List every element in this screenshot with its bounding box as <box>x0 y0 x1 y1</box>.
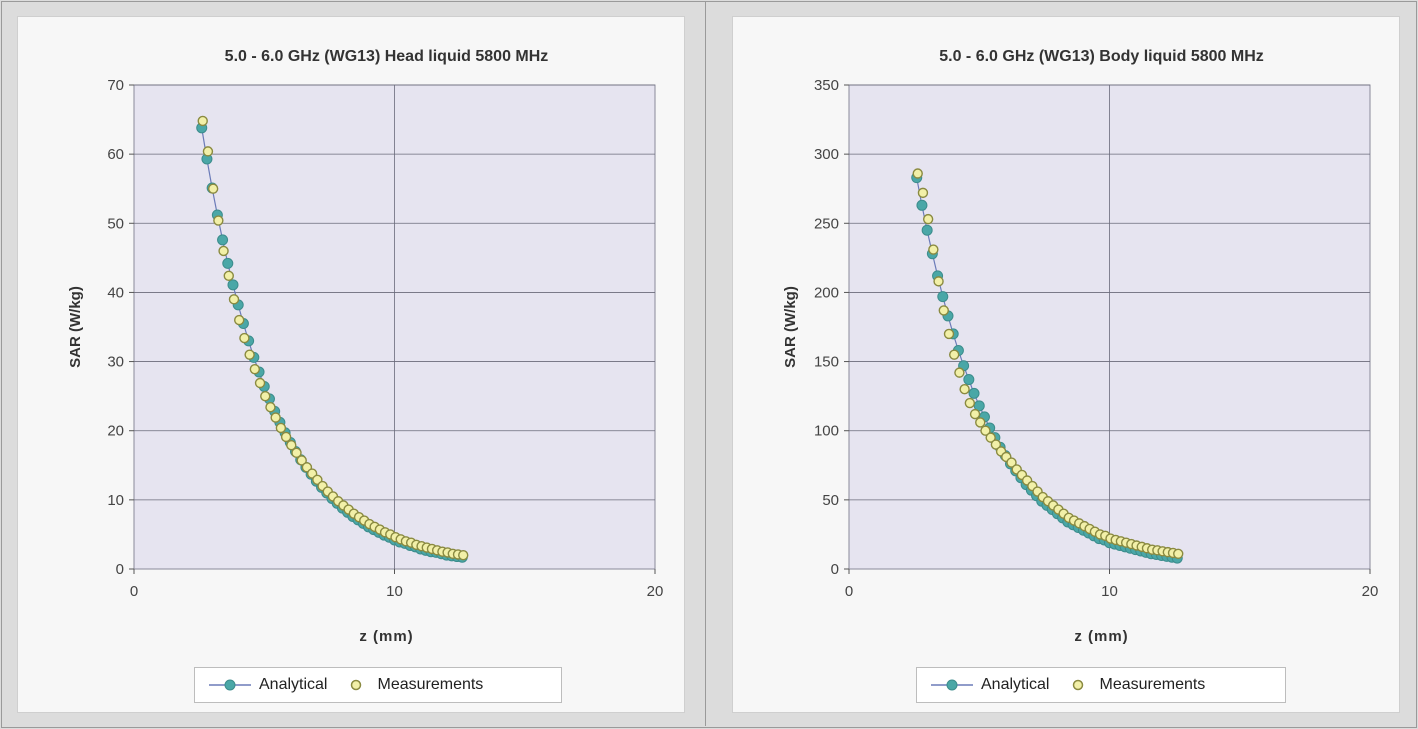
legend-label-measurements: Measurements <box>377 676 484 693</box>
x-tick-label: 10 <box>386 583 403 600</box>
data-point-measurements <box>980 425 991 436</box>
legend-label-measurements: Measurements <box>1099 676 1206 693</box>
data-point-analytical <box>227 279 239 291</box>
data-point-measurements <box>948 349 960 360</box>
y-tick-label: 10 <box>107 492 124 509</box>
data-point-measurements <box>228 294 240 305</box>
y-tick-label: 0 <box>831 561 839 578</box>
data-point-analytical <box>968 387 980 399</box>
x-tick-label: 20 <box>647 583 664 600</box>
y-tick-label: 250 <box>814 215 839 232</box>
x-axis-label: z (mm) <box>1074 628 1128 645</box>
data-point-analytical <box>921 224 933 236</box>
data-point-measurements <box>275 422 287 434</box>
x-tick-label: 10 <box>1101 583 1118 600</box>
legend-entry-measurements: Measurements <box>1063 676 1205 694</box>
y-tick-label: 60 <box>107 146 124 163</box>
data-point-measurements <box>922 213 934 225</box>
x-tick-label: 0 <box>845 583 853 600</box>
data-point-measurements <box>254 377 266 389</box>
y-tick-label: 20 <box>107 423 124 440</box>
y-tick-label: 50 <box>822 492 839 509</box>
legend-measurements-swatch <box>351 679 362 691</box>
y-axis-label: SAR (W/kg) <box>782 286 799 368</box>
data-point-measurements <box>223 270 234 282</box>
data-point-measurements <box>244 349 255 360</box>
y-tick-label: 50 <box>107 215 124 232</box>
legend-entry-analytical: Analytical <box>207 676 327 694</box>
legend-analytical-swatch <box>209 679 251 691</box>
data-point-analytical <box>973 400 985 412</box>
data-point-measurements <box>249 363 261 375</box>
data-point-measurements <box>985 432 996 443</box>
legend-entry-analytical: Analytical <box>929 676 1049 694</box>
data-point-measurements <box>912 168 923 179</box>
data-point-measurements <box>943 328 955 340</box>
y-tick-label: 350 <box>814 77 839 94</box>
data-point-analytical <box>916 199 928 211</box>
y-tick-label: 30 <box>107 354 124 371</box>
data-point-measurements <box>202 146 214 157</box>
data-point-analytical <box>217 234 229 246</box>
chart-legend: Analytical Measurements <box>194 667 562 703</box>
data-point-measurements <box>239 332 250 344</box>
chart-legend: Analytical Measurements <box>916 667 1286 703</box>
data-point-analytical <box>222 257 234 269</box>
y-tick-label: 100 <box>814 423 839 440</box>
data-point-measurements <box>265 402 276 413</box>
y-tick-label: 300 <box>814 146 839 163</box>
data-point-measurements <box>954 367 965 378</box>
x-tick-label: 20 <box>1362 583 1379 600</box>
y-tick-label: 70 <box>107 77 124 94</box>
y-tick-label: 150 <box>814 354 839 371</box>
data-point-measurements <box>959 384 970 395</box>
panel-divider <box>705 1 706 726</box>
data-point-measurements <box>296 455 307 466</box>
data-point-measurements <box>1006 457 1017 468</box>
chart-panel-body: 5.0 - 6.0 GHz (WG13) Body liquid 5800 MH… <box>732 16 1400 713</box>
data-point-measurements <box>975 417 986 428</box>
data-point-measurements <box>990 439 1002 450</box>
data-point-measurements <box>291 447 302 459</box>
y-tick-label: 200 <box>814 284 839 301</box>
legend-entry-measurements: Measurements <box>341 676 483 694</box>
data-point-analytical <box>963 374 975 386</box>
data-point-measurements <box>964 397 976 409</box>
data-point-measurements <box>197 115 208 127</box>
data-point-measurements <box>270 412 281 423</box>
data-point-measurements <box>233 314 245 326</box>
data-point-measurements <box>938 305 949 316</box>
legend-analytical-swatch <box>931 679 973 691</box>
data-point-analytical <box>937 291 949 303</box>
data-point-measurements <box>280 431 292 443</box>
data-point-measurements <box>207 183 219 194</box>
x-axis-label: z (mm) <box>359 628 413 645</box>
chart-svg-body: 5.0 - 6.0 GHz (WG13) Body liquid 5800 MH… <box>782 48 1379 645</box>
data-point-measurements <box>458 549 469 561</box>
chart-title: 5.0 - 6.0 GHz (WG13) Head liquid 5800 MH… <box>225 48 549 65</box>
data-point-measurements <box>260 390 271 402</box>
data-point-measurements <box>1173 548 1184 559</box>
chart-title: 5.0 - 6.0 GHz (WG13) Body liquid 5800 MH… <box>939 48 1264 65</box>
data-point-measurements <box>218 245 229 257</box>
chart-panel-head: 5.0 - 6.0 GHz (WG13) Head liquid 5800 MH… <box>17 16 685 713</box>
chart-svg-head: 5.0 - 6.0 GHz (WG13) Head liquid 5800 MH… <box>67 48 664 645</box>
x-tick-label: 0 <box>130 583 138 600</box>
y-tick-label: 40 <box>107 284 124 301</box>
legend-measurements-swatch <box>1073 679 1084 691</box>
data-point-measurements <box>933 276 944 287</box>
legend-label-analytical: Analytical <box>259 676 328 693</box>
data-point-measurements <box>969 408 981 420</box>
data-point-measurements <box>928 244 939 255</box>
y-tick-label: 0 <box>116 561 124 578</box>
data-point-measurements <box>286 440 297 451</box>
data-point-measurements <box>917 187 929 199</box>
y-axis-label: SAR (W/kg) <box>67 286 84 368</box>
data-point-measurements <box>213 215 224 226</box>
legend-label-analytical: Analytical <box>981 676 1050 693</box>
